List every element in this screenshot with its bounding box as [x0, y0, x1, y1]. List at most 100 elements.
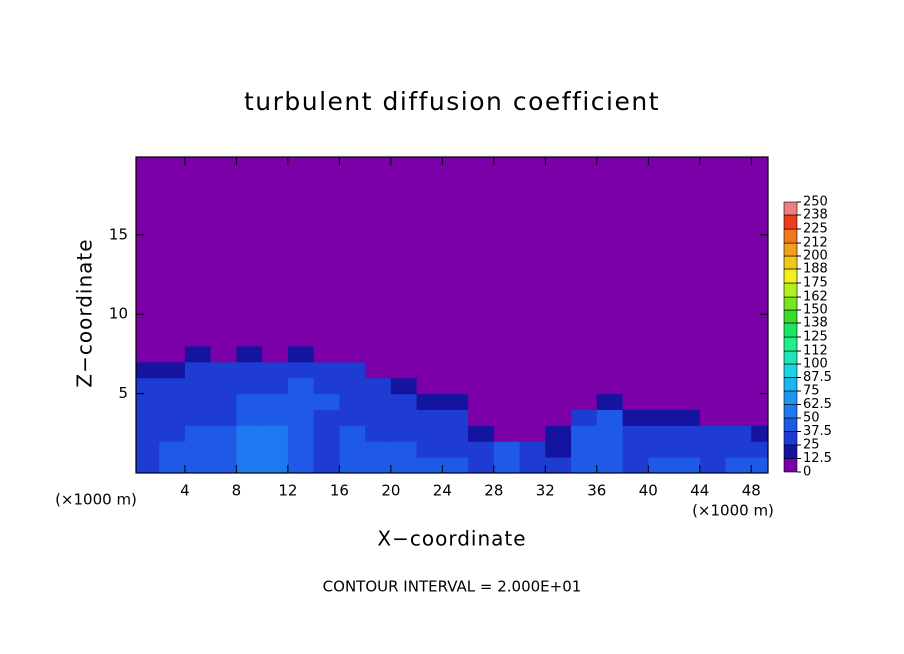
colorbar-label: 250: [803, 195, 828, 210]
colorbar-swatch: [783, 390, 798, 405]
field-cell: [390, 377, 418, 395]
field-cell: [622, 361, 649, 379]
colorbar-label: 75: [803, 384, 820, 399]
field-cell: [545, 377, 572, 395]
x-tick-label: 40: [639, 482, 658, 500]
field-cell: [596, 377, 624, 395]
field-cell: [442, 441, 469, 458]
field-cell: [365, 425, 392, 442]
field-cell: [136, 393, 160, 410]
field-cell: [545, 409, 572, 426]
field-cell: [751, 409, 768, 426]
colorbar-label: 188: [803, 261, 828, 276]
field-cell: [571, 377, 598, 395]
colorbar-swatch: [783, 336, 798, 352]
field-cell: [519, 441, 546, 458]
field-cell: [674, 345, 701, 363]
y-tick-label: 15: [109, 225, 128, 243]
field-cell: [468, 361, 495, 379]
field-cell: [648, 377, 675, 395]
field-cell: [571, 157, 598, 347]
colorbar-swatch: [783, 296, 798, 311]
colorbar-swatch: [783, 268, 798, 284]
field-cell: [571, 425, 598, 442]
field-cell: [339, 457, 366, 473]
field-cell: [339, 345, 366, 363]
field-cell: [648, 425, 675, 442]
colorbar-swatch: [783, 363, 798, 378]
colorbar-swatch: [783, 255, 798, 270]
field-cell: [596, 409, 624, 426]
field-cell: [545, 441, 572, 458]
field-cell: [159, 361, 186, 379]
field-cell: [236, 361, 263, 379]
field-cell: [184, 441, 212, 458]
colorbar-label: 100: [803, 357, 828, 372]
x-tick-label: 8: [232, 482, 242, 500]
field-cell: [390, 345, 418, 363]
field-cell: [519, 457, 546, 473]
field-cell: [339, 377, 366, 395]
field-cell: [493, 457, 521, 473]
field-cell: [262, 457, 289, 473]
y-tick-label: 5: [118, 384, 128, 402]
colorbar-label: 212: [803, 236, 828, 251]
field-cell: [468, 157, 495, 347]
field-cell: [648, 157, 675, 347]
field-cell: [390, 457, 418, 473]
field-cell: [287, 425, 315, 442]
y-axis-label: Z−coordinate: [73, 238, 97, 387]
field-cell: [571, 457, 598, 473]
field-cell: [596, 157, 624, 347]
field-cell: [468, 425, 495, 442]
field-cell: [210, 393, 237, 410]
field-cell: [210, 361, 237, 379]
colorbar-label: 238: [803, 207, 828, 222]
field-cell: [159, 441, 186, 458]
field-cell: [236, 157, 263, 347]
field-cell: [365, 361, 392, 379]
field-cell: [442, 457, 469, 473]
field-cell: [416, 425, 443, 442]
field-cell: [519, 377, 546, 395]
colorbar-swatch: [783, 228, 798, 244]
field-cell: [571, 441, 598, 458]
field-cell: [262, 157, 289, 347]
field-cell: [287, 409, 315, 426]
field-cell: [648, 457, 675, 473]
field-cell: [236, 393, 263, 410]
field-cell: [159, 393, 186, 410]
field-cell: [545, 457, 572, 473]
field-cell: [416, 393, 443, 410]
field-cell: [622, 425, 649, 442]
field-cell: [699, 377, 727, 395]
plot-frame: [135, 156, 769, 474]
colorbar-swatch: [783, 309, 798, 324]
field-cell: [390, 157, 418, 347]
field-cell: [262, 393, 289, 410]
colorbar-swatch: [783, 201, 798, 216]
field-cell: [571, 409, 598, 426]
x-tick-label: 24: [433, 482, 452, 500]
field-cell: [365, 345, 392, 363]
field-cell: [287, 345, 315, 363]
field-cell: [751, 425, 768, 442]
field-cell: [390, 441, 418, 458]
x-tick-label: 44: [690, 482, 709, 500]
field-cell: [416, 345, 443, 363]
field-cell: [725, 441, 752, 458]
field-cell: [390, 425, 418, 442]
field-cell: [648, 441, 675, 458]
field-cell: [622, 377, 649, 395]
field-cell: [184, 345, 212, 363]
colorbar-label: 50: [803, 411, 820, 426]
field-cell: [596, 441, 624, 458]
field-cell: [136, 409, 160, 426]
x-tick-label: 48: [742, 482, 761, 500]
x-tick-label: 16: [330, 482, 349, 500]
colorbar-label: 112: [803, 344, 828, 359]
field-cell: [262, 361, 289, 379]
field-cell: [674, 393, 701, 410]
field-cell: [262, 377, 289, 395]
field-cell: [674, 409, 701, 426]
